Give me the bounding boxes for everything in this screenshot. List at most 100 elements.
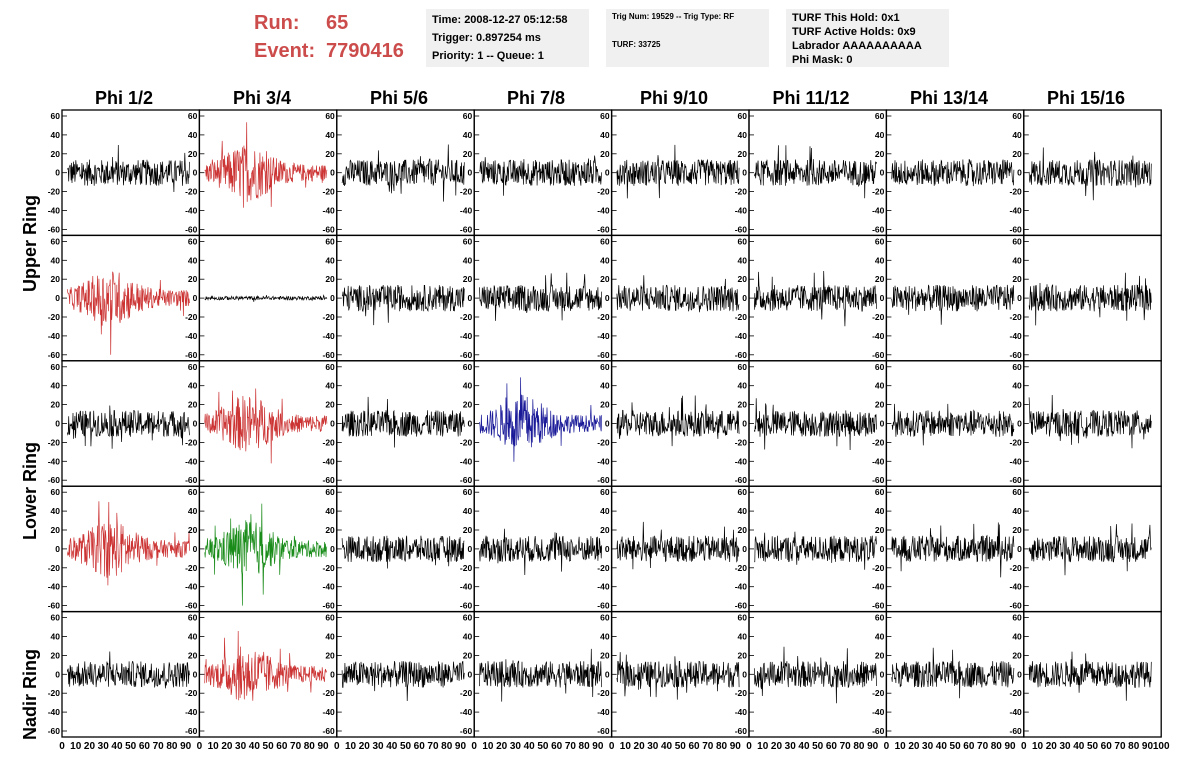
x-tick-label: 50 — [537, 741, 549, 752]
x-tick-label: 80 — [716, 741, 728, 752]
x-tick-label: 10 — [895, 741, 907, 752]
y-tick-label: 0 — [193, 669, 198, 679]
waveform-trace — [204, 503, 328, 606]
waveform-trace — [891, 403, 1015, 446]
y-tick-label: 20 — [188, 274, 198, 284]
y-tick-label: -60 — [460, 726, 473, 736]
y-tick-label: -20 — [323, 187, 336, 197]
y-tick-label: 20 — [738, 525, 748, 535]
waveform-trace — [1028, 147, 1152, 201]
phi-mask-text: Phi Mask: 0 — [792, 54, 853, 66]
y-tick-label: -60 — [323, 224, 336, 234]
y-tick-label: -20 — [1010, 187, 1023, 197]
y-tick-label: 0 — [605, 544, 610, 554]
y-tick-label: 20 — [325, 650, 335, 660]
waveform-trace — [891, 647, 1015, 699]
x-tick-label: 10 — [70, 741, 82, 752]
col-title-8: Phi 15/16 — [1046, 88, 1126, 108]
y-tick-label: 20 — [325, 149, 335, 159]
y-tick-label: 40 — [51, 255, 61, 265]
y-tick-label: 0 — [1017, 544, 1022, 554]
x-tick-label: 30 — [647, 741, 659, 752]
x-tick-label: 70 — [153, 741, 165, 752]
x-tick-label: 80 — [441, 741, 453, 752]
y-tick-label: 40 — [875, 130, 885, 140]
y-tick-label: -20 — [872, 688, 885, 698]
y-tick-label: 0 — [880, 293, 885, 303]
y-tick-label: 60 — [600, 362, 610, 372]
x-tick-label: 50 — [1087, 741, 1099, 752]
waveform-trace — [67, 144, 190, 193]
y-tick-label: -20 — [872, 312, 885, 322]
y-tick-label: 0 — [1017, 419, 1022, 429]
y-tick-label: 60 — [738, 362, 748, 372]
x-tick-label: 0 — [884, 741, 890, 752]
y-tick-label: -40 — [1010, 331, 1023, 341]
y-tick-label: -60 — [872, 601, 885, 611]
y-tick-label: 60 — [325, 613, 335, 623]
y-tick-label: 60 — [188, 613, 198, 623]
x-tick-label: 70 — [565, 741, 577, 752]
col-title-2: Phi 3/4 — [232, 88, 292, 108]
y-tick-label: 60 — [600, 236, 610, 246]
y-tick-label: -20 — [460, 187, 473, 197]
y-tick-label: -20 — [1010, 688, 1023, 698]
y-tick-label: 60 — [738, 613, 748, 623]
turf-active-text: TURF Active Holds: 0x9 — [792, 26, 916, 38]
y-tick-label: 0 — [880, 544, 885, 554]
y-tick-label: 60 — [325, 236, 335, 246]
x-tick-label: 0 — [609, 741, 615, 752]
y-tick-label: -60 — [460, 601, 473, 611]
x-tick-label: 0 — [1021, 741, 1027, 752]
x-tick-label: 20 — [359, 741, 371, 752]
y-tick-label: -40 — [1010, 206, 1023, 216]
y-tick-label: -20 — [1010, 563, 1023, 573]
y-tick-label: -40 — [735, 707, 748, 717]
waveform-trace — [204, 630, 327, 701]
y-tick-label: -40 — [460, 331, 473, 341]
y-tick-label: 20 — [51, 149, 61, 159]
y-tick-label: 0 — [1017, 168, 1022, 178]
x-tick-label: 80 — [304, 741, 316, 752]
waveform-trace — [204, 122, 328, 208]
y-tick-label: -40 — [185, 582, 198, 592]
waveform-trace — [66, 271, 190, 355]
y-tick-label: -20 — [323, 688, 336, 698]
y-tick-label: 60 — [51, 111, 61, 121]
y-tick-label: 60 — [1012, 236, 1022, 246]
x-tick-label: 30 — [1059, 741, 1071, 752]
y-tick-label: -40 — [735, 206, 748, 216]
y-tick-label: -20 — [48, 688, 61, 698]
y-tick-label: -60 — [872, 224, 885, 234]
waveform-trace — [891, 522, 1015, 578]
y-tick-label: 0 — [1017, 293, 1022, 303]
y-tick-label: 20 — [875, 149, 885, 159]
y-tick-label: -40 — [460, 206, 473, 216]
y-tick-label: 0 — [330, 669, 335, 679]
y-tick-label: 60 — [463, 613, 473, 623]
x-tick-label: 20 — [634, 741, 646, 752]
y-tick-label: 40 — [1012, 381, 1022, 391]
col-title-3: Phi 5/6 — [369, 88, 429, 108]
y-tick-label: 40 — [325, 632, 335, 642]
y-tick-label: 0 — [467, 669, 472, 679]
y-tick-label: -20 — [460, 563, 473, 573]
waveform-trace — [753, 398, 877, 451]
y-tick-label: 40 — [463, 130, 473, 140]
y-tick-label: -20 — [185, 688, 198, 698]
y-tick-label: 40 — [188, 381, 198, 391]
y-tick-label: 60 — [1012, 362, 1022, 372]
y-tick-label: -60 — [597, 224, 610, 234]
y-tick-label: 20 — [738, 400, 748, 410]
y-tick-label: 60 — [188, 362, 198, 372]
y-tick-label: -20 — [735, 563, 748, 573]
waveform-trace — [204, 388, 328, 464]
y-tick-label: 40 — [188, 255, 198, 265]
waveform-trace — [479, 528, 603, 576]
y-tick-label: -60 — [1010, 475, 1023, 485]
x-tick-label: 10 — [1032, 741, 1044, 752]
labrador-text: Labrador AAAAAAAAAA — [792, 40, 922, 52]
y-tick-label: 40 — [325, 255, 335, 265]
y-tick-label: -60 — [48, 601, 61, 611]
x-tick-label: 0 — [59, 741, 65, 752]
